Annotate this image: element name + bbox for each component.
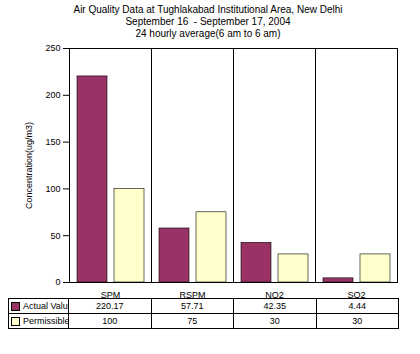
html-text:220.17: 220.17 <box>96 301 124 311</box>
html-text:42.35: 42.35 <box>263 301 286 311</box>
html-text:24 hourly average(6 am to 6 am: 24 hourly average(6 am to 6 am) <box>135 28 281 39</box>
html-text:30: 30 <box>269 316 280 326</box>
svg-text:RSPM: RSPM <box>179 290 205 298</box>
html-text:100: 100 <box>102 316 118 326</box>
svg-text:Concentration(ug/m3): Concentration(ug/m3) <box>24 122 34 209</box>
svg-text:250: 250 <box>45 43 60 53</box>
svg-text:0: 0 <box>55 277 60 287</box>
svg-text:SPM: SPM <box>101 290 121 298</box>
svg-text:NO2: NO2 <box>265 290 284 298</box>
html-text:4.44: 4.44 <box>348 301 366 311</box>
svg-text:150: 150 <box>45 137 60 147</box>
html-text:30: 30 <box>352 316 363 326</box>
svg-text:50: 50 <box>50 231 60 241</box>
html-text:September 16 - September 17, 2: September 16 - September 17, 2004 <box>125 16 291 27</box>
html-text:75: 75 <box>187 316 198 326</box>
svg-text:100: 100 <box>45 184 60 194</box>
html-text:Air Quality Data at Tughlakaba: Air Quality Data at Tughlakabad Institut… <box>73 4 343 15</box>
svg-text:200: 200 <box>45 90 60 100</box>
svg-text:SO2: SO2 <box>347 290 365 298</box>
html-text:57.71: 57.71 <box>181 301 204 311</box>
